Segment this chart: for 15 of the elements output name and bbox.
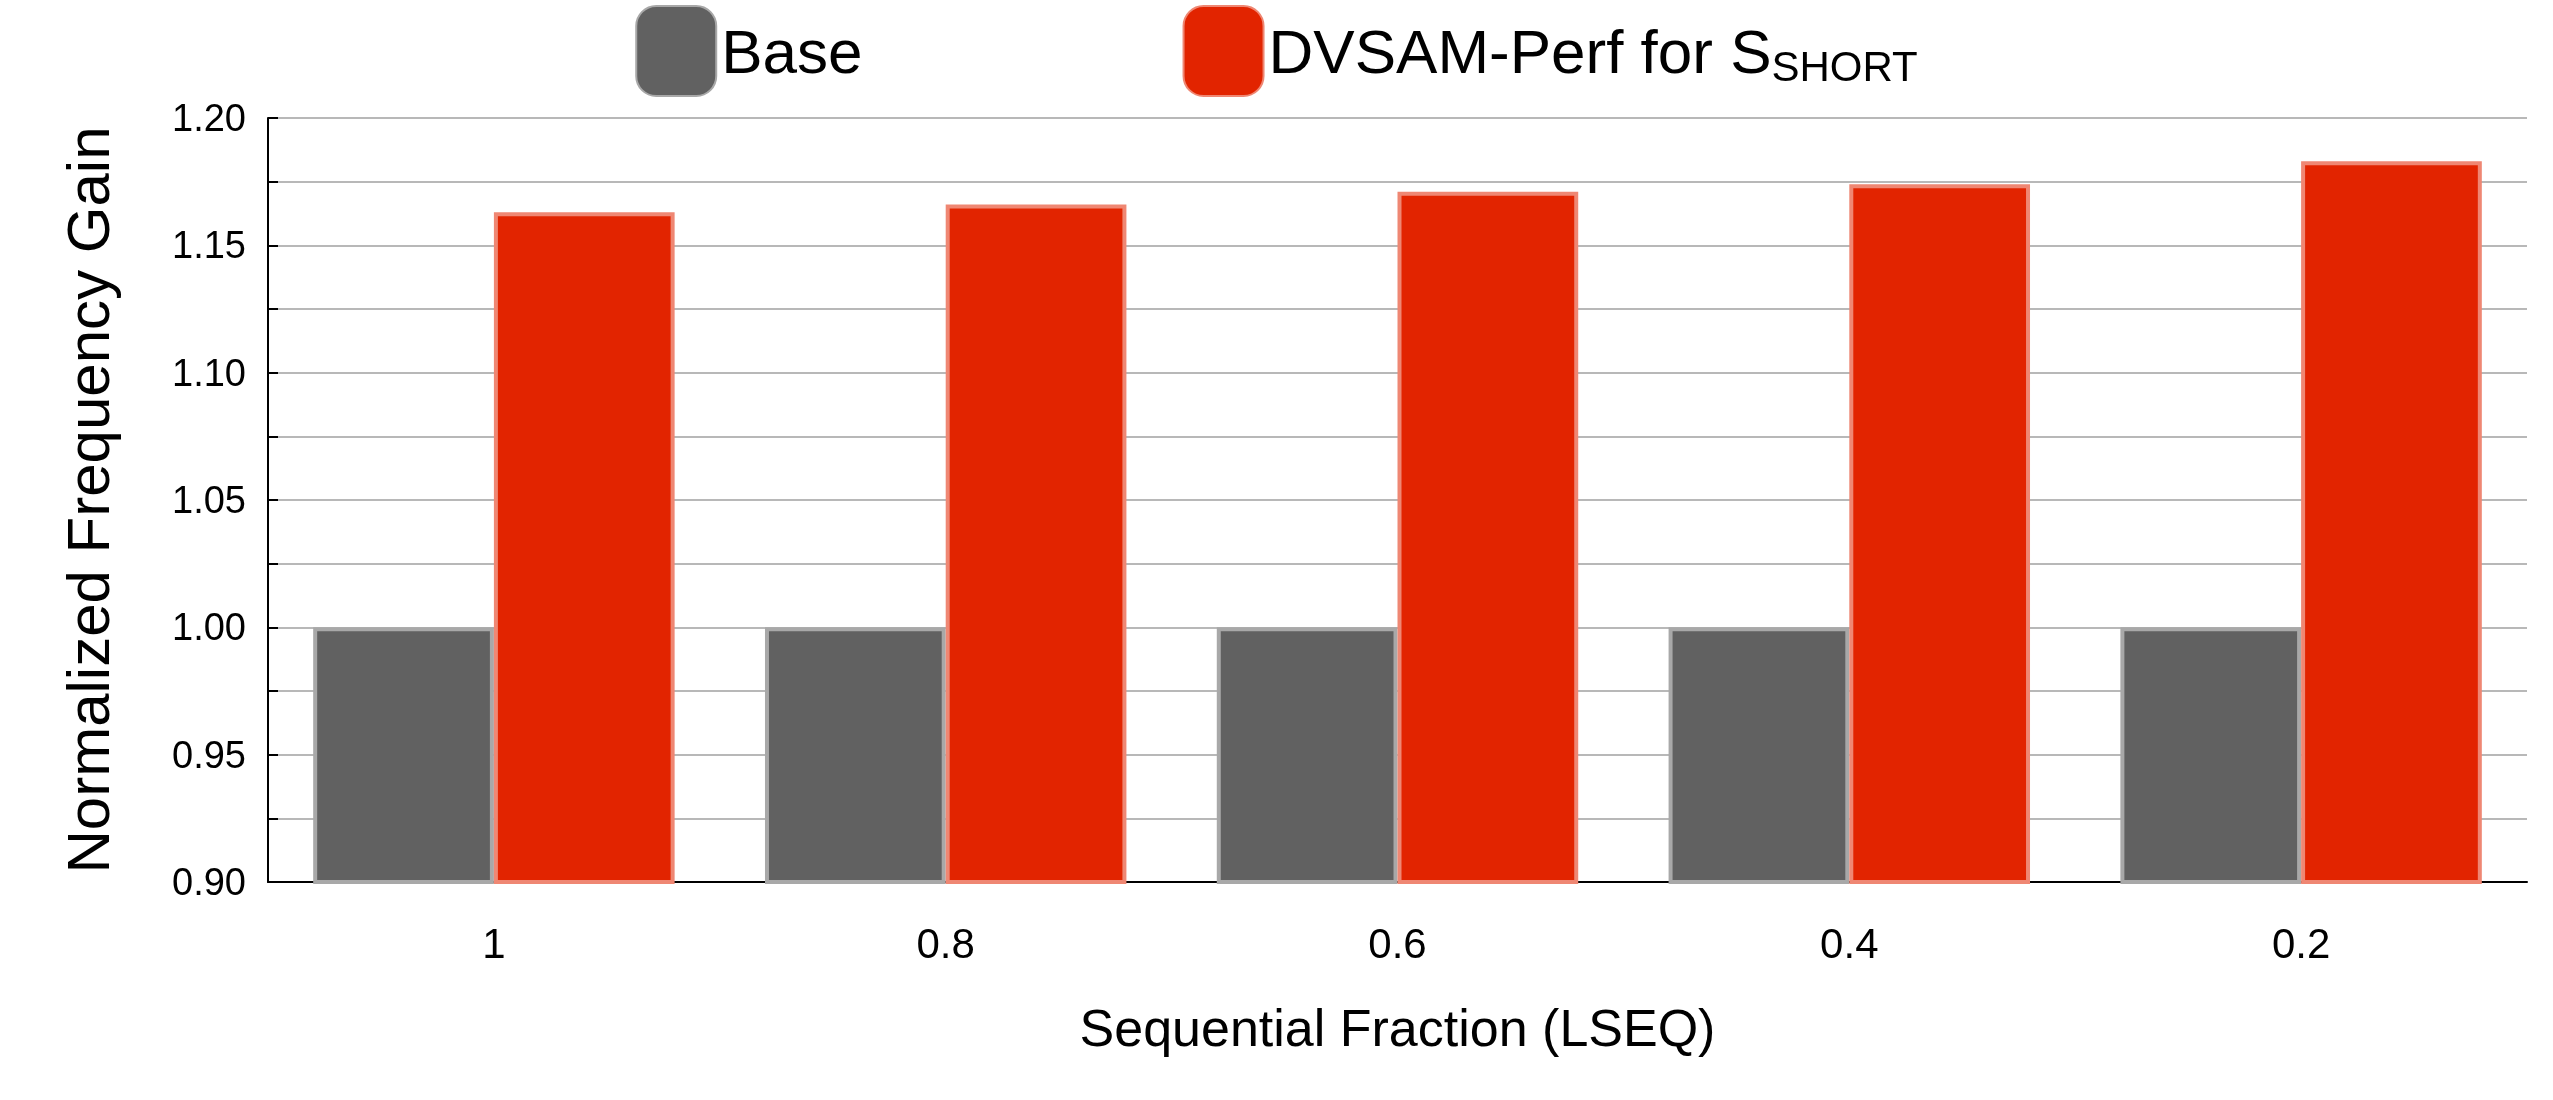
- x-tick-label: 0.2: [2271, 919, 2331, 967]
- y-tick-label: 0.90: [172, 861, 246, 903]
- y-tick-label: 1.00: [172, 606, 246, 649]
- y-axis-title: Normalized Frequency Gain: [54, 126, 122, 874]
- y-tick-label: 1.15: [172, 224, 246, 267]
- y-tick-label: 0.95: [172, 733, 246, 776]
- x-axis-title: Sequential Fraction (LSEQ): [1079, 999, 1716, 1057]
- y-tick-label: 1.05: [172, 479, 246, 521]
- x-tick-label: 1: [482, 919, 506, 967]
- y-tick-label: 1.10: [172, 351, 246, 394]
- x-tick-label: 0.8: [916, 919, 975, 967]
- x-tick-label: 0.4: [1820, 919, 1879, 967]
- x-tick-label: 0.6: [1368, 919, 1427, 967]
- y-tick-label: 1.20: [172, 97, 246, 139]
- legend-label: Base: [721, 16, 863, 86]
